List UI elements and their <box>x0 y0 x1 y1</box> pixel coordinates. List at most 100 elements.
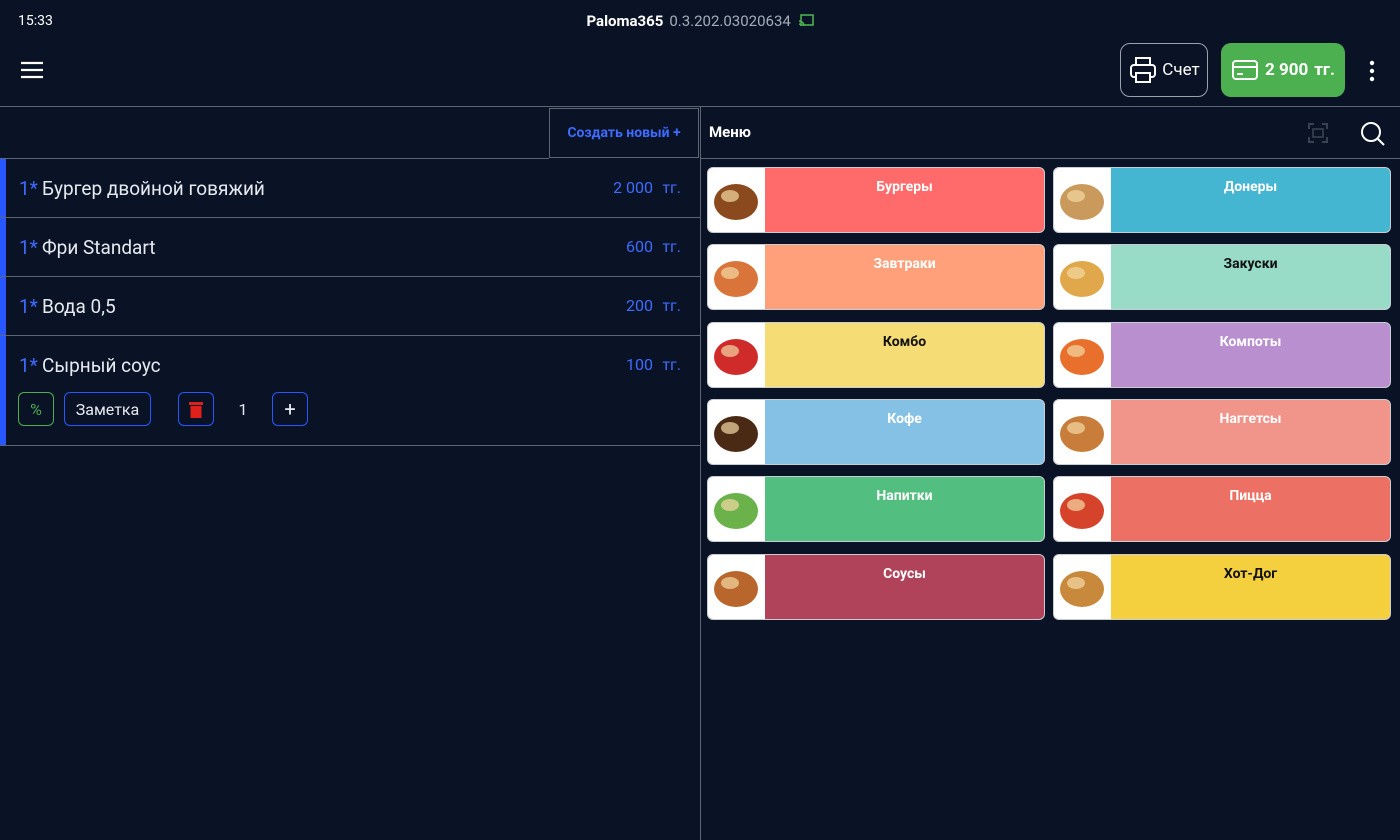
category-image <box>1054 245 1111 309</box>
food-picture <box>714 261 758 297</box>
item-currency: тг. <box>662 355 681 374</box>
print-label: Счет <box>1162 60 1200 80</box>
category-tile[interactable]: Кофе <box>707 399 1045 465</box>
category-tile[interactable]: Компоты <box>1053 322 1391 388</box>
create-button[interactable]: Создать новый + <box>549 108 699 158</box>
category-label: Закуски <box>1223 256 1278 272</box>
divider <box>0 158 549 159</box>
food-picture <box>714 339 758 375</box>
scan-button[interactable] <box>1307 122 1329 144</box>
printer-icon <box>1130 57 1157 83</box>
search-button[interactable] <box>1360 121 1386 147</box>
discount-button[interactable]: % <box>18 392 54 426</box>
category-image <box>1054 168 1111 232</box>
category-image <box>1054 323 1111 387</box>
category-label: Завтраки <box>873 256 936 272</box>
item-marker <box>0 277 6 335</box>
more-button[interactable] <box>1368 60 1376 82</box>
category-tile[interactable]: Бургеры <box>707 167 1045 233</box>
item-name: Бургер двойной говяжий <box>42 177 265 200</box>
category-image <box>1054 555 1111 619</box>
item-currency: тг. <box>662 237 681 256</box>
food-picture <box>1060 184 1104 220</box>
category-image <box>708 477 765 541</box>
category-tile[interactable]: Соусы <box>707 554 1045 620</box>
category-image <box>708 400 765 464</box>
category-tile[interactable]: Донеры <box>1053 167 1391 233</box>
item-qty: 1* <box>19 295 38 318</box>
category-tile[interactable]: Пицца <box>1053 476 1391 542</box>
food-picture <box>714 416 758 452</box>
card-icon <box>1232 60 1258 80</box>
category-label: Кофе <box>887 411 922 427</box>
food-picture <box>1060 416 1104 452</box>
menu-title: Меню <box>709 123 751 141</box>
app-version: 0.3.202.03020634 <box>669 12 791 30</box>
item-price: 100 <box>626 355 653 374</box>
order-item[interactable]: 1* Фри Standart 600 тг. <box>0 218 700 277</box>
item-marker <box>0 336 6 445</box>
category-tile[interactable]: Закуски <box>1053 244 1391 310</box>
total-amount: 2 900 <box>1265 60 1309 80</box>
category-label: Пицца <box>1229 488 1272 504</box>
category-label: Наггетсы <box>1219 411 1282 427</box>
order-item[interactable]: 1* Вода 0,5 200 тг. <box>0 277 700 336</box>
print-button[interactable]: Счет <box>1120 43 1208 97</box>
item-currency: тг. <box>662 178 681 197</box>
item-name: Вода 0,5 <box>42 295 116 318</box>
category-label: Компоты <box>1219 334 1282 350</box>
category-label: Бургеры <box>876 179 933 195</box>
app-title: Paloma365 0.3.202.03020634 <box>0 12 1400 30</box>
category-image <box>1054 477 1111 541</box>
order-item[interactable]: 1* Бургер двойной говяжий 2 000 тг. <box>0 159 700 218</box>
menu-button[interactable] <box>20 61 44 79</box>
item-price: 600 <box>626 237 653 256</box>
order-item[interactable]: 1* Сырный соус 100 тг.% Заметка 1 + <box>0 336 700 446</box>
quantity-value: 1 <box>238 399 248 419</box>
category-image <box>708 168 765 232</box>
item-name: Сырный соус <box>42 354 161 377</box>
status-time: 15:33 <box>18 13 53 29</box>
item-qty: 1* <box>19 236 38 259</box>
category-image <box>1054 400 1111 464</box>
food-picture <box>1060 339 1104 375</box>
category-label: Напитки <box>876 488 933 504</box>
category-label: Соусы <box>883 566 926 582</box>
category-label: Комбо <box>882 334 927 350</box>
category-image <box>708 245 765 309</box>
category-tile[interactable]: Напитки <box>707 476 1045 542</box>
item-qty: 1* <box>19 354 38 377</box>
trash-icon <box>189 401 203 418</box>
note-button[interactable]: Заметка <box>64 392 151 426</box>
category-tile[interactable]: Комбо <box>707 322 1045 388</box>
category-image <box>708 555 765 619</box>
category-image <box>708 323 765 387</box>
food-picture <box>1060 493 1104 529</box>
total-currency: тг. <box>1314 60 1335 80</box>
category-tile[interactable]: Завтраки <box>707 244 1045 310</box>
item-marker <box>0 159 6 217</box>
item-price: 200 <box>626 296 653 315</box>
category-tile[interactable]: Хот-Дог <box>1053 554 1391 620</box>
food-picture <box>714 571 758 607</box>
item-currency: тг. <box>662 296 681 315</box>
item-price: 2 000 <box>613 178 653 197</box>
delete-button[interactable] <box>178 392 214 426</box>
plus-button[interactable]: + <box>272 392 308 426</box>
category-tile[interactable]: Наггетсы <box>1053 399 1391 465</box>
item-qty: 1* <box>19 177 38 200</box>
divider <box>701 158 1400 159</box>
item-marker <box>0 218 6 276</box>
divider <box>700 106 701 840</box>
category-label: Хот-Дог <box>1223 566 1278 582</box>
cast-icon <box>798 14 814 27</box>
food-picture <box>1060 571 1104 607</box>
item-name: Фри Standart <box>42 236 156 259</box>
pay-button[interactable]: 2 900 тг. <box>1221 43 1345 97</box>
food-picture <box>714 493 758 529</box>
food-picture <box>714 184 758 220</box>
category-label: Донеры <box>1223 179 1278 195</box>
app-name: Paloma365 <box>586 12 664 30</box>
food-picture <box>1060 261 1104 297</box>
